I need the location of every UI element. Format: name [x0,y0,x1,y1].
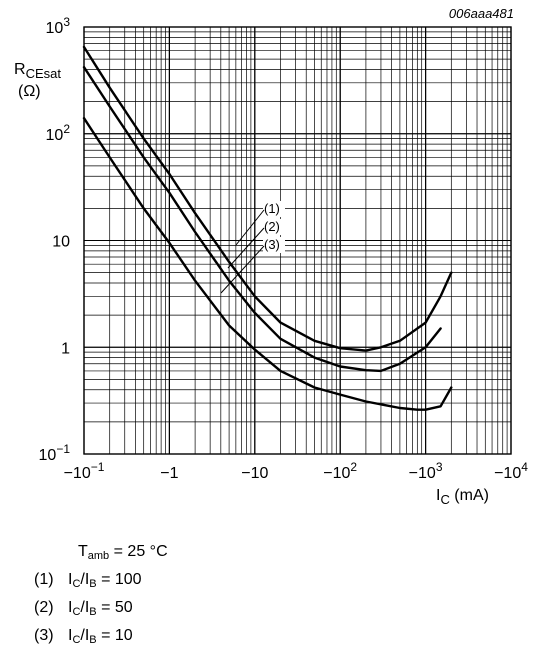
legend-item-3: (3) IC/IB = 10 [34,627,133,646]
legend-item-1: (1) IC/IB = 100 [34,571,142,590]
y-tick-label: 1 [61,340,70,357]
curves [82,45,453,411]
series-line-2 [82,65,442,373]
x-tick-label: −103 [409,460,443,482]
series-leader-1 [235,209,265,246]
grid [83,26,512,455]
series-label-bg-3 [263,237,285,253]
series-label-3: (3) [264,237,280,252]
series-label-bg-2 [263,219,285,235]
series-label-2: (2) [264,219,280,234]
figure-id: 006aaa481 [449,6,514,21]
series-leader-2 [227,227,265,269]
series-label-bg-1 [263,201,285,217]
y-tick-label: 103 [46,15,71,37]
x-tick-label: −1 [160,465,178,482]
series-line-3 [82,116,453,411]
x-tick-label: −102 [323,460,357,482]
series-leader-3 [220,245,265,294]
legend-item-2: (2) IC/IB = 50 [34,599,133,618]
y-tick-label: 10−1 [39,442,71,464]
y-tick-label: 102 [46,122,71,144]
x-axis-label: IC (mA) [436,487,489,507]
series-label-1: (1) [264,201,280,216]
y-axis-label: RCEsat [14,61,61,81]
x-tick-label: −10−1 [64,460,105,482]
y-tick-label: 10 [52,234,70,251]
series-line-1 [82,45,453,352]
x-tick-label: −10 [241,465,268,482]
x-tick-label: −104 [494,460,528,482]
plot-frame [83,26,512,455]
legend: Tamb = 25 °C (1) IC/IB = 100 (2) IC/IB = 5… [34,538,168,650]
y-axis-unit: (Ω) [18,83,41,100]
legend-condition: Tamb = 25 °C [78,543,168,562]
